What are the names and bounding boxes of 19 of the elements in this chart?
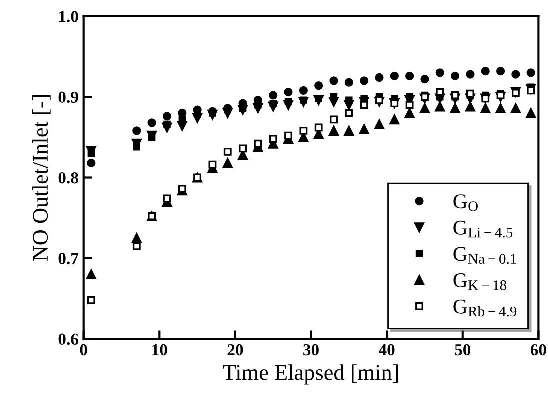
- x-tick-label: 30: [304, 344, 319, 356]
- x-axis-title: Time Elapsed [min]: [223, 364, 398, 385]
- y-tick-label: 0.8: [58, 172, 78, 184]
- x-tick-label: 20: [228, 344, 244, 356]
- x-tick-label: 60: [530, 344, 546, 356]
- x-tick-label: 0: [80, 344, 88, 356]
- x-tick-label: 50: [455, 344, 471, 356]
- legend-label: G$_{Rb−4.9}$: [454, 300, 517, 317]
- legend-label: G$_{Li−4.5}$: [454, 220, 513, 238]
- y-tick-label: 0.7: [58, 253, 79, 264]
- y-axis-title: NO Outlet/Inlet [-]: [32, 95, 51, 262]
- y-tick-label: 1.0: [59, 11, 78, 22]
- y-tick-label: 0.6: [58, 334, 78, 346]
- y-tick-label: 0.9: [58, 92, 78, 104]
- x-tick-label: 10: [152, 344, 168, 356]
- x-tick-label: 40: [378, 344, 395, 356]
- legend-label: G$_{O}$: [454, 194, 478, 212]
- legend-label: G$_{K−18}$: [454, 274, 507, 290]
- legend-label: G$_{Na−0.1}$: [454, 247, 516, 264]
